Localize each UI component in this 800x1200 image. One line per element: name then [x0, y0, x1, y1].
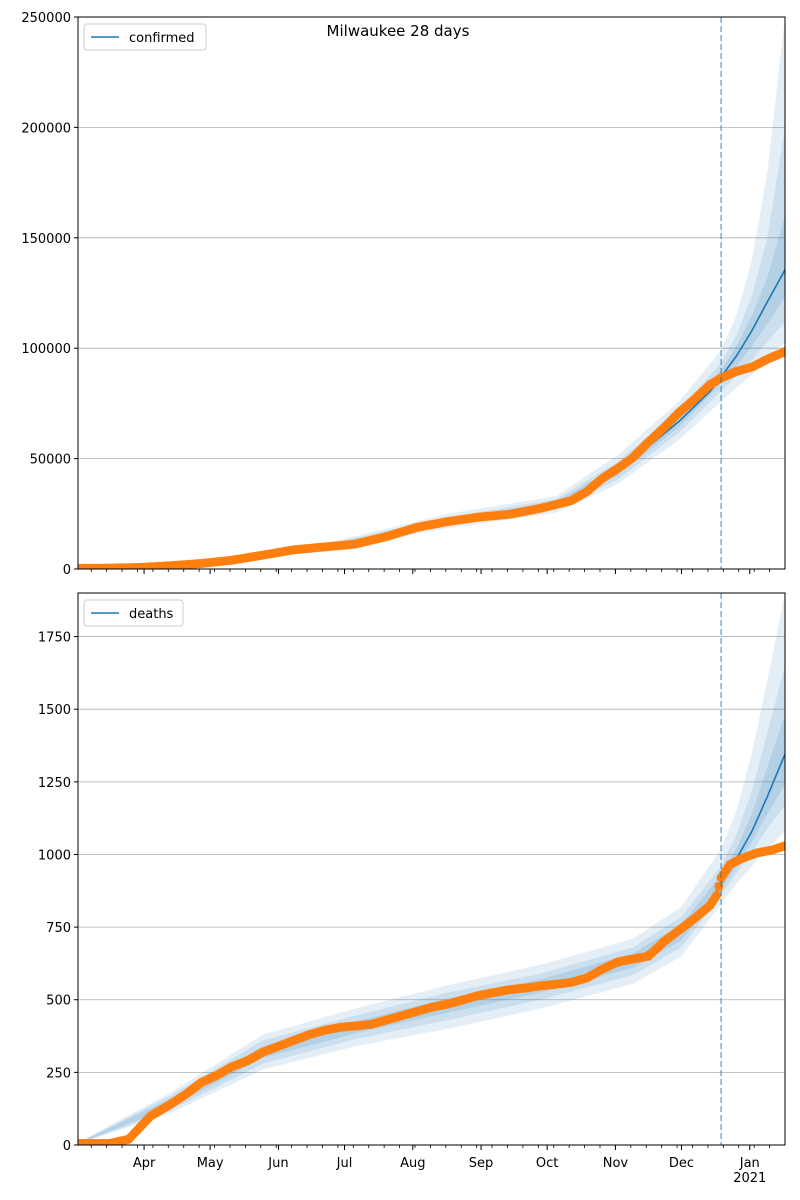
deaths-ytick-label: 0 — [63, 1139, 71, 1154]
deaths-xtick-label: Jul — [336, 1156, 353, 1171]
deaths-observed-point — [714, 881, 724, 891]
deaths-observed-series — [78, 841, 785, 1145]
deaths-ytick-label: 500 — [46, 994, 71, 1009]
confirmed-plot-area — [78, 17, 785, 569]
deaths-panel: 0 250 500 750 1000 1250 1500 1750 Apr May Jun Jul Au… — [38, 592, 786, 1186]
deaths-ytick-label: 750 — [46, 921, 71, 936]
deaths-ytick-label: 1750 — [38, 631, 71, 646]
deaths-xtick-label: Sep — [469, 1156, 494, 1171]
deaths-ytick-label: 1500 — [38, 703, 71, 718]
deaths-xtick-label: Oct — [536, 1156, 558, 1171]
deaths-legend: deaths — [83, 599, 184, 627]
deaths-ytick-label: 1000 — [38, 848, 71, 863]
deaths-band-outer — [78, 593, 785, 1145]
confirmed-observed-series — [78, 347, 785, 569]
deaths-observed-point — [780, 841, 785, 851]
deaths-xtick-label: Apr — [133, 1156, 156, 1171]
confirmed-ytick-label: 0 — [63, 563, 71, 578]
confirmed-band-outer — [78, 17, 785, 569]
confirmed-ytick-label: 250000 — [21, 11, 71, 26]
confirmed-legend: confirmed — [83, 23, 207, 51]
deaths-xtick-label: Aug — [400, 1156, 425, 1171]
confirmed-axes-frame — [77, 16, 786, 570]
deaths-year-label: 2021 — [733, 1171, 766, 1186]
deaths-ytick-label: 1250 — [38, 776, 71, 791]
deaths-ytick-label: 250 — [46, 1066, 71, 1081]
deaths-xtick-label: Dec — [669, 1156, 694, 1171]
confirmed-legend-label: confirmed — [129, 31, 195, 46]
deaths-xtick-label: Nov — [603, 1156, 629, 1171]
deaths-plot-area — [78, 593, 785, 1145]
confirmed-ytick-label: 200000 — [21, 121, 71, 136]
confirmed-legend-box — [83, 23, 207, 51]
confirmed-ytick-label: 100000 — [21, 342, 71, 357]
confirmed-panel: 0 50000 100000 150000 200000 250000 confirmed — [21, 11, 786, 578]
deaths-xtick-label: Jun — [267, 1156, 288, 1171]
deaths-xtick-label: Jan — [739, 1156, 760, 1171]
confirmed-ytick-label: 150000 — [21, 232, 71, 247]
confirmed-ytick-label: 50000 — [30, 453, 71, 468]
confirmed-observed-point — [780, 347, 785, 356]
confirmed-band-inner — [78, 215, 785, 569]
deaths-observed-point — [712, 890, 722, 900]
deaths-xtick-label: May — [197, 1156, 224, 1171]
deaths-legend-label: deaths — [129, 607, 174, 622]
figure-title: Milwaukee 28 days — [327, 22, 470, 40]
deaths-axes-frame — [77, 592, 786, 1146]
deaths-legend-box — [83, 599, 184, 627]
